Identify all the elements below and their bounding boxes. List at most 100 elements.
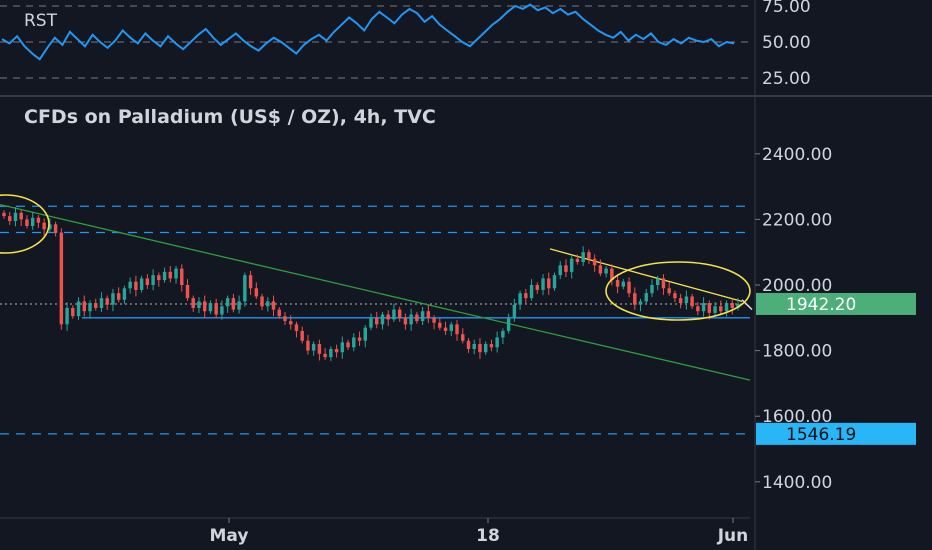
candle-body — [243, 275, 247, 302]
candle-body — [707, 303, 712, 313]
candle-body — [145, 278, 150, 285]
candle-body — [369, 317, 373, 328]
candle-body — [386, 314, 390, 320]
candle-body — [449, 324, 454, 331]
price-axis-tick: 1600.00 — [762, 407, 832, 427]
candle-body — [346, 342, 350, 348]
candle-body — [220, 306, 224, 315]
candle-body — [185, 285, 190, 299]
candle-body — [621, 281, 626, 287]
candle-body — [329, 348, 333, 358]
last-price-label: 1942.20 — [786, 295, 856, 315]
candle-body — [30, 217, 35, 226]
highlight-ellipse-right — [605, 261, 751, 321]
candle-body — [151, 275, 155, 285]
candle-body — [495, 337, 499, 348]
candle-body — [501, 330, 505, 338]
time-axis-tick: Jun — [717, 526, 749, 546]
candle-body — [13, 212, 18, 222]
candle-body — [19, 212, 23, 220]
candle-body — [438, 322, 442, 328]
candle-body — [696, 306, 700, 312]
candle-body — [134, 281, 138, 290]
candle-body — [380, 314, 385, 325]
candle-body — [730, 303, 734, 308]
candle-body — [36, 217, 41, 223]
candle-body — [334, 348, 339, 353]
candle-body — [420, 311, 425, 322]
candle-body — [266, 301, 270, 307]
time-axis-tick: 18 — [476, 526, 500, 546]
candle-body — [466, 340, 471, 349]
candle-body — [122, 288, 127, 300]
candle-body — [294, 324, 299, 331]
candle-body — [375, 317, 379, 325]
candle-body — [323, 353, 327, 358]
price-axis-tick: 2200.00 — [762, 210, 832, 230]
rsi-line — [1, 3, 735, 61]
candle-body — [254, 288, 259, 297]
candle-body — [277, 309, 281, 317]
candle-body — [237, 301, 241, 310]
candle-body — [615, 280, 620, 287]
candle-body — [684, 296, 689, 304]
candle-body — [162, 271, 167, 281]
candle-body — [392, 309, 396, 320]
candle-body — [403, 317, 408, 325]
candle-body — [489, 344, 494, 348]
candle-body — [197, 301, 201, 308]
candle-body — [248, 275, 253, 289]
candle-body — [426, 311, 431, 318]
candle-body — [558, 265, 562, 276]
target-price-tag — [756, 422, 916, 445]
candle-body — [638, 301, 643, 305]
candle-body — [105, 298, 109, 305]
candle-body — [529, 285, 534, 299]
rsi-axis-tick: 50.00 — [762, 33, 811, 53]
candle-body — [76, 301, 81, 317]
candle-body — [288, 321, 293, 325]
candle-body — [678, 298, 683, 304]
candle-body — [180, 268, 184, 285]
candle-body — [409, 314, 413, 325]
candle-body — [8, 216, 12, 222]
candle-body — [655, 278, 660, 285]
candle-body — [174, 268, 178, 279]
candle-body — [168, 271, 173, 279]
candle-body — [547, 278, 551, 289]
candle-body — [116, 293, 121, 300]
candle-body — [363, 327, 367, 341]
candle-body — [633, 293, 637, 305]
candle-body — [340, 342, 345, 353]
trend-line — [0, 204, 751, 381]
candle-body — [667, 288, 671, 294]
candle-body — [208, 303, 213, 312]
last-price-tag — [756, 292, 916, 315]
candle-body — [311, 344, 316, 351]
candle-body — [535, 285, 540, 290]
candle-body — [157, 275, 161, 281]
candle-body — [260, 296, 264, 307]
candle-body — [300, 330, 304, 341]
candle-body — [518, 293, 522, 305]
candle-body — [569, 258, 574, 272]
price-axis-tick: 1800.00 — [762, 342, 832, 362]
candle-body — [650, 285, 654, 294]
candle-body — [139, 278, 144, 290]
candle-body — [541, 278, 545, 290]
candle-body — [673, 293, 677, 299]
candle-body — [71, 307, 75, 317]
candle-body — [592, 258, 597, 266]
candle-body — [736, 303, 740, 308]
candle-body — [598, 265, 603, 274]
projection-line — [741, 299, 753, 311]
candle-body — [581, 252, 585, 263]
candle-body — [432, 317, 436, 323]
candle-body — [42, 222, 46, 230]
candle-body — [48, 224, 52, 230]
candle-body — [478, 344, 482, 353]
price-axis-tick: 2400.00 — [762, 145, 832, 165]
candle-body — [644, 293, 648, 302]
